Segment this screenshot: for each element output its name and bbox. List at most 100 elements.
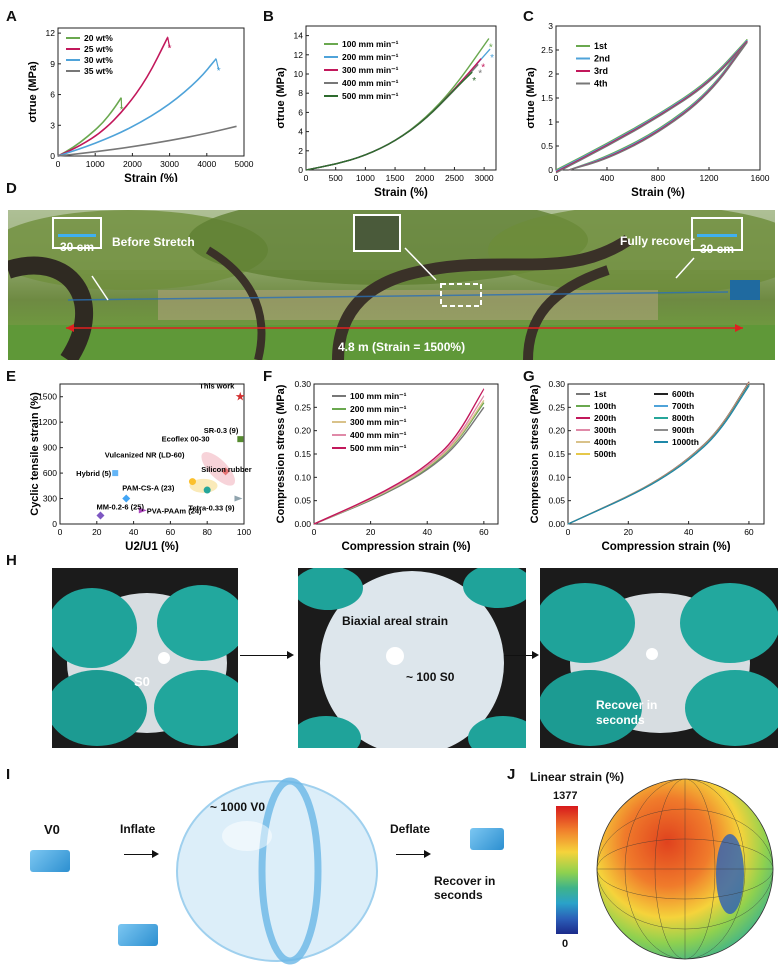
chart-g: 0 20 40 60 0.00 0.05 0.10 0.15 0.20 0.25 0.30 Compr… bbox=[529, 379, 765, 552]
arrow-i-2-head bbox=[424, 850, 431, 858]
legend-label: 200 mm min⁻¹ bbox=[342, 52, 399, 62]
series-line bbox=[57, 125, 237, 157]
inflated-balloon bbox=[176, 777, 378, 965]
legend-label: 1000th bbox=[672, 437, 699, 447]
series-line bbox=[313, 388, 485, 525]
x-tick-label: 60 bbox=[744, 527, 754, 537]
legend-label: 300 mm min⁻¹ bbox=[350, 417, 407, 427]
tree-scene bbox=[8, 210, 775, 360]
x-axis-label: Compression strain (%) bbox=[341, 541, 470, 552]
y-axis-label: Compression stress (MPa) bbox=[275, 384, 287, 523]
s0-label: S0 bbox=[134, 674, 150, 689]
data-point bbox=[96, 511, 105, 520]
x-axis-label: U2/U1 (%) bbox=[125, 541, 179, 552]
chart-b: 0 500 1000 1500 2000 2500 3000 0 2 4 6 8 10 12 14 Strai… bbox=[275, 25, 497, 199]
legend-label: 200th bbox=[594, 413, 616, 423]
x-tick-label: 3000 bbox=[160, 159, 179, 169]
colorbar bbox=[556, 806, 578, 934]
y-tick-label: 0 bbox=[50, 151, 55, 161]
x-tick-label: 0 bbox=[58, 527, 63, 537]
legend-label: 100 mm min⁻¹ bbox=[350, 391, 407, 401]
data-point-label: Silicon rubber (H | V-2) bbox=[201, 465, 254, 474]
volume-label: ~ 1000 V0 bbox=[210, 800, 266, 814]
data-point bbox=[138, 507, 147, 514]
chart-c: 0 400 800 1200 1600 0 0.5 1 1.5 2 2.5 3 Strain (%) σt… bbox=[525, 21, 770, 199]
panel-letter-i: I bbox=[6, 766, 11, 783]
y-tick-label: 10 bbox=[294, 69, 304, 79]
y-tick-label: 0.30 bbox=[548, 379, 565, 389]
fracture-drop bbox=[167, 37, 171, 48]
data-point bbox=[203, 486, 211, 494]
data-point-label: PAM-CS-A (23) bbox=[122, 484, 175, 493]
fracture-marker: * bbox=[478, 68, 482, 79]
y-tick-label: 0.25 bbox=[548, 402, 565, 412]
y-tick-label: 6 bbox=[298, 107, 303, 117]
legend-label: 400 mm min⁻¹ bbox=[342, 78, 399, 88]
legend-label: 400th bbox=[594, 437, 616, 447]
legend-label: 1st bbox=[594, 41, 607, 51]
data-point bbox=[221, 467, 230, 476]
series-line bbox=[305, 71, 473, 171]
plot-frame bbox=[57, 27, 245, 157]
data-point-label: PVA-PAAm (24) bbox=[147, 506, 202, 515]
data-point: ★ bbox=[235, 390, 246, 404]
legend-label: 100th bbox=[594, 401, 616, 411]
y-tick-label: 0.10 bbox=[548, 472, 565, 482]
x-tick-label: 1200 bbox=[700, 173, 719, 183]
gloved-hands-initial bbox=[52, 585, 238, 746]
data-point-label: SR-0.3 (9) bbox=[204, 426, 239, 435]
data-point-label: Hybrid (5) bbox=[76, 469, 112, 478]
legend-label: 500 mm min⁻¹ bbox=[350, 443, 407, 453]
x-axis-label: Strain (%) bbox=[631, 187, 685, 199]
plot-frame bbox=[59, 383, 245, 525]
x-tick-label: 20 bbox=[92, 527, 102, 537]
y-tick-label: 1.5 bbox=[541, 93, 553, 103]
small-block bbox=[118, 924, 158, 946]
fem-balloon bbox=[596, 778, 774, 960]
legend-label: 700th bbox=[672, 401, 694, 411]
y-axis-label: σtrue (MPa) bbox=[525, 67, 537, 129]
chart-e: 0 20 40 60 80 100 0 300 600 900 1200 1500 U2/U1 (%) C… bbox=[29, 382, 254, 552]
data-point-label: This work bbox=[199, 382, 235, 391]
legend-label: 20 wt% bbox=[84, 33, 113, 43]
recovered-block bbox=[470, 828, 504, 850]
x-axis-label: Compression strain (%) bbox=[601, 541, 730, 552]
panel-letter-b: B bbox=[263, 8, 274, 25]
x-tick-label: 0 bbox=[566, 527, 571, 537]
y-tick-label: 0.20 bbox=[294, 426, 311, 436]
x-tick-label: 0 bbox=[304, 173, 309, 183]
areal-label: ~ 100 S0 bbox=[406, 670, 455, 684]
y-tick-label: 600 bbox=[43, 468, 57, 478]
recover-label: Fully recover bbox=[620, 234, 695, 248]
recover-seconds-i-label: Recover in seconds bbox=[434, 874, 496, 902]
strain-min: 0 bbox=[562, 938, 569, 950]
arrow-h-1-head bbox=[287, 651, 294, 659]
x-tick-label: 40 bbox=[422, 527, 432, 537]
y-axis-label: σtrue (MPa) bbox=[275, 67, 287, 129]
highlight-region bbox=[201, 452, 236, 486]
biaxial-label: Biaxial areal strain bbox=[342, 614, 449, 628]
series-line bbox=[305, 58, 482, 171]
gloved-hands-recover bbox=[540, 583, 778, 746]
y-tick-label: 0.15 bbox=[548, 449, 565, 459]
y-tick-label: 3 bbox=[548, 21, 553, 31]
y-tick-label: 0.30 bbox=[294, 379, 311, 389]
arrow-i-2 bbox=[396, 854, 426, 855]
series-line bbox=[57, 97, 122, 157]
y-tick-label: 0.5 bbox=[541, 141, 553, 151]
legend-label: 35 wt% bbox=[84, 66, 113, 76]
x-tick-label: 60 bbox=[479, 527, 489, 537]
y-tick-label: 4 bbox=[298, 127, 303, 137]
strain-max: 1377 bbox=[553, 790, 578, 802]
panel-h-photo-3: Recover in seconds bbox=[540, 568, 778, 748]
legend-label: 600th bbox=[672, 389, 694, 399]
y-axis-label: σtrue (MPa) bbox=[27, 61, 39, 123]
x-tick-label: 400 bbox=[600, 173, 614, 183]
x-tick-label: 2500 bbox=[445, 173, 464, 183]
y-tick-label: 1200 bbox=[38, 417, 57, 427]
y-tick-label: 8 bbox=[298, 88, 303, 98]
x-tick-label: 40 bbox=[129, 527, 139, 537]
panel-i: V0 Inflate ~ 1000 V0 Deflate Recover in … bbox=[0, 766, 505, 970]
fracture-marker: * bbox=[168, 43, 172, 54]
y-tick-label: 0.10 bbox=[294, 472, 311, 482]
